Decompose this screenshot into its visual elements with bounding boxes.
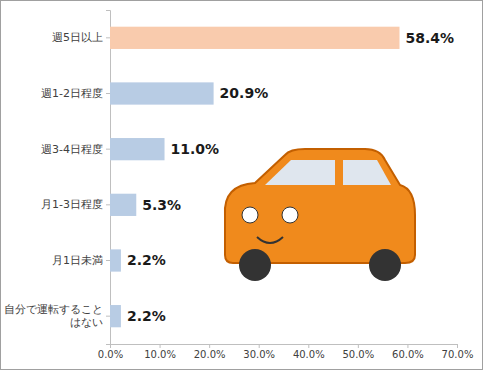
data-label: 58.4% bbox=[405, 30, 454, 46]
x-tick-label: 50.0% bbox=[342, 349, 374, 360]
data-label: 11.0% bbox=[171, 141, 220, 157]
car-wheel bbox=[369, 249, 401, 281]
x-tick-mark bbox=[259, 344, 260, 348]
y-tick: 週1-2日程度 bbox=[41, 87, 110, 100]
y-tick-label: 自分で運転することはない bbox=[4, 303, 103, 329]
bar bbox=[110, 194, 136, 216]
x-axis: 0.0% 10.0% 20.0% 30.0% 40.0% 50.0% 60.0% 70.0% bbox=[98, 344, 474, 360]
car-eye bbox=[242, 207, 258, 223]
x-tick-label: 30.0% bbox=[243, 349, 275, 360]
x-tick-label: 10.0% bbox=[144, 349, 176, 360]
car-window bbox=[265, 160, 335, 185]
data-labels: 58.4% 20.9% 11.0% 5.3% 2.2% 2.2% bbox=[127, 30, 454, 324]
x-tick: 70.0% bbox=[442, 344, 474, 360]
x-tick-mark bbox=[209, 344, 210, 348]
y-tick: 週5日以上 bbox=[52, 31, 110, 44]
y-tick-label: 月1-3日程度 bbox=[41, 198, 103, 211]
x-tick-mark bbox=[407, 344, 408, 348]
x-tick: 40.0% bbox=[293, 344, 325, 360]
x-tick-label: 70.0% bbox=[442, 349, 474, 360]
x-tick: 60.0% bbox=[392, 344, 424, 360]
x-tick-label: 40.0% bbox=[293, 349, 325, 360]
y-tick: 月1-3日程度 bbox=[41, 198, 110, 211]
x-tick-mark bbox=[308, 344, 309, 348]
y-tick: 月1日未満 bbox=[52, 254, 110, 267]
x-tick-label: 0.0% bbox=[98, 349, 123, 360]
chart-frame bbox=[1, 1, 483, 370]
y-tick-mark bbox=[106, 149, 110, 150]
data-label: 2.2% bbox=[127, 252, 166, 268]
plot: 0.0% 10.0% 20.0% 30.0% 40.0% 50.0% 60.0% 70.0% 週… bbox=[4, 11, 473, 361]
y-tick-mark bbox=[106, 316, 110, 317]
x-tick: 30.0% bbox=[243, 344, 275, 360]
bar bbox=[110, 138, 165, 160]
y-tick-label: 月1日未満 bbox=[52, 254, 103, 267]
x-tick: 20.0% bbox=[194, 344, 226, 360]
y-tick: 週3-4日程度 bbox=[41, 143, 110, 156]
x-tick: 0.0% bbox=[98, 344, 123, 360]
x-tick-mark bbox=[160, 344, 161, 348]
bar bbox=[110, 305, 121, 327]
data-label: 5.3% bbox=[142, 197, 181, 213]
x-tick: 10.0% bbox=[144, 344, 176, 360]
y-axis-line bbox=[106, 11, 111, 345]
data-label: 20.9% bbox=[220, 85, 269, 101]
car-body bbox=[225, 149, 415, 263]
y-tick-mark bbox=[106, 93, 110, 94]
y-tick: 自分で運転することはない bbox=[4, 303, 110, 329]
bar bbox=[110, 82, 214, 104]
chart: 0.0% 10.0% 20.0% 30.0% 40.0% 50.0% 60.0% 70.0% 週… bbox=[0, 0, 483, 370]
y-tick-label: 週1-2日程度 bbox=[41, 87, 103, 100]
bars bbox=[110, 27, 399, 328]
x-tick-mark bbox=[457, 344, 458, 348]
y-tick-mark bbox=[106, 204, 110, 205]
y-tick-mark bbox=[106, 37, 110, 38]
x-axis-line bbox=[111, 345, 458, 349]
y-tick-label: 週3-4日程度 bbox=[41, 143, 103, 156]
y-tick-mark bbox=[106, 260, 110, 261]
car-illustration bbox=[225, 149, 415, 281]
x-tick-label: 60.0% bbox=[392, 349, 424, 360]
car-mouth bbox=[257, 237, 283, 243]
data-label: 2.2% bbox=[127, 308, 166, 324]
y-tick-label: 週5日以上 bbox=[52, 31, 103, 44]
x-tick: 50.0% bbox=[342, 344, 374, 360]
x-tick-label: 20.0% bbox=[194, 349, 226, 360]
car-wheel bbox=[239, 249, 271, 281]
x-tick-mark bbox=[358, 344, 359, 348]
car-window bbox=[343, 160, 391, 185]
car-eye bbox=[282, 207, 298, 223]
bar bbox=[110, 249, 121, 271]
y-axis: 週5日以上週1-2日程度週3-4日程度月1-3日程度月1日未満自分で運転すること… bbox=[4, 11, 111, 345]
bar bbox=[110, 27, 399, 49]
